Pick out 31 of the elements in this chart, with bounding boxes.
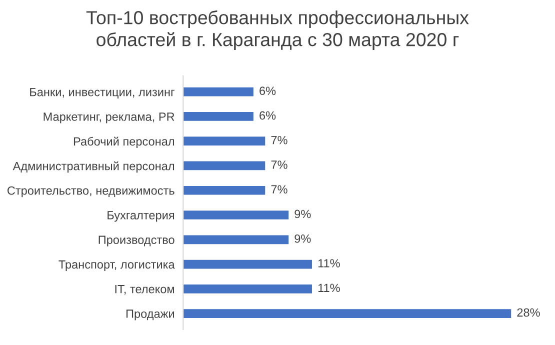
bar bbox=[183, 136, 266, 146]
bar bbox=[183, 210, 289, 220]
y-tick-label: Административный персонал bbox=[12, 161, 174, 173]
data-label: 11% bbox=[318, 284, 340, 292]
bar bbox=[183, 186, 266, 195]
data-label: 7% bbox=[271, 136, 288, 144]
bar bbox=[183, 284, 312, 294]
bar bbox=[183, 87, 254, 96]
bar bbox=[183, 235, 289, 244]
data-label: 28% bbox=[517, 308, 540, 317]
data-label: 9% bbox=[294, 210, 311, 218]
y-tick-label: Маркетинг, реклама, PR bbox=[44, 112, 174, 124]
bar bbox=[183, 260, 312, 269]
data-label: 7% bbox=[271, 160, 288, 169]
bar bbox=[183, 161, 266, 170]
bar bbox=[183, 112, 254, 121]
y-tick-label: Рабочий персонал bbox=[74, 136, 174, 148]
y-tick-label: Банки, инвестиции, лизинг bbox=[30, 88, 174, 98]
y-tick-label: Строительство, недвижимость bbox=[8, 186, 174, 198]
chart-title: Топ-10 востребованных профессиональных областей в г. Караганда с 30 марта 2020 г bbox=[86, 10, 469, 50]
y-tick-label: Бухгалтерия bbox=[108, 211, 174, 222]
data-label: 7% bbox=[271, 185, 288, 194]
y-tick-label: Продажи bbox=[126, 310, 174, 320]
y-tick-label: IT, телеком bbox=[115, 285, 174, 295]
data-label: 9% bbox=[294, 234, 311, 243]
y-tick-label: Транспорт, логистика bbox=[58, 260, 175, 271]
data-label: 11% bbox=[318, 259, 340, 268]
y-tick-label: Производство bbox=[98, 236, 174, 246]
data-label: 6% bbox=[260, 111, 276, 120]
data-label: 6% bbox=[260, 86, 276, 96]
bar bbox=[183, 309, 512, 318]
